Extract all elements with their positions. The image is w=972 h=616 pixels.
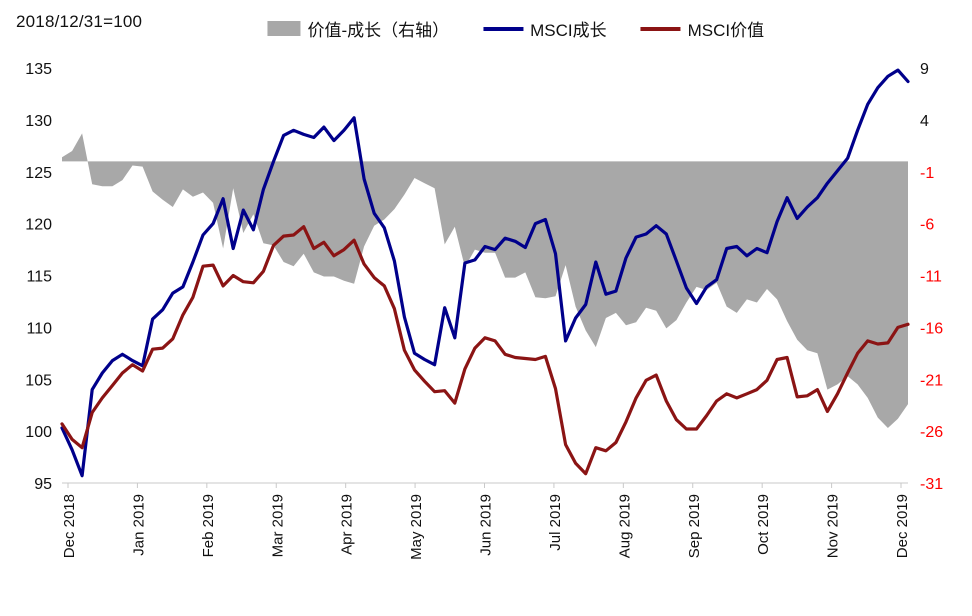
svg-text:115: 115 (26, 269, 52, 286)
svg-text:130: 130 (25, 113, 52, 130)
spread-area-swatch (267, 21, 301, 36)
svg-text:110: 110 (26, 320, 52, 337)
svg-text:125: 125 (25, 165, 52, 182)
svg-text:4: 4 (920, 113, 929, 130)
svg-text:Nov 2019: Nov 2019 (825, 494, 842, 558)
svg-text:95: 95 (34, 476, 52, 493)
svg-text:Jun 2019: Jun 2019 (478, 494, 495, 556)
legend-item-growth: MSCI成长 (483, 16, 607, 41)
svg-text:Mar 2019: Mar 2019 (269, 494, 286, 557)
svg-text:Aug 2019: Aug 2019 (616, 494, 633, 558)
svg-text:-6: -6 (920, 217, 934, 234)
svg-text:-21: -21 (920, 372, 943, 389)
right-axis-labels: 9 4 -1 -6 -11 -16 -21 -26 -31 (920, 61, 943, 493)
svg-text:Jan 2019: Jan 2019 (130, 494, 147, 556)
svg-text:Sep 2019: Sep 2019 (686, 494, 703, 558)
svg-text:100: 100 (25, 424, 52, 441)
legend-item-spread: 价值-成长（右轴） (267, 16, 449, 41)
svg-text:Jul 2019: Jul 2019 (547, 494, 564, 551)
spread-area-series (62, 133, 908, 428)
legend-label-value: MSCI价值 (687, 21, 765, 40)
legend-label-spread: 价值-成长（右轴） (307, 21, 450, 40)
svg-text:Oct 2019: Oct 2019 (755, 494, 772, 555)
svg-text:-31: -31 (920, 476, 943, 493)
legend-item-value: MSCI价值 (640, 16, 765, 41)
svg-text:135: 135 (25, 61, 52, 78)
value-line-swatch (640, 26, 681, 31)
svg-text:May 2019: May 2019 (408, 494, 425, 560)
svg-text:Dec 2018: Dec 2018 (61, 494, 78, 558)
svg-text:-11: -11 (920, 269, 942, 286)
svg-text:9: 9 (920, 61, 929, 78)
svg-text:Dec 2019: Dec 2019 (894, 494, 911, 558)
x-axis-labels: Dec 2018 Jan 2019 Feb 2019 Mar 2019 Apr 2019… (61, 494, 911, 560)
svg-text:120: 120 (25, 217, 52, 234)
value-line-series (60, 225, 910, 476)
chart-legend: 价值-成长（右轴） MSCI成长 MSCI价值 (267, 16, 764, 41)
svg-text:105: 105 (25, 372, 52, 389)
growth-line-swatch (483, 26, 524, 31)
legend-label-growth: MSCI成长 (530, 21, 607, 40)
svg-text:-26: -26 (920, 424, 943, 441)
x-axis (62, 482, 908, 488)
growth-line-series (60, 68, 910, 478)
svg-text:Apr 2019: Apr 2019 (339, 494, 356, 555)
svg-text:-1: -1 (920, 165, 934, 182)
svg-text:Feb 2019: Feb 2019 (200, 494, 217, 557)
left-axis-labels: 135 130 125 120 115 110 105 100 95 (25, 61, 52, 493)
axis-note: 2018/12/31=100 (16, 12, 143, 31)
svg-text:-16: -16 (920, 320, 943, 337)
